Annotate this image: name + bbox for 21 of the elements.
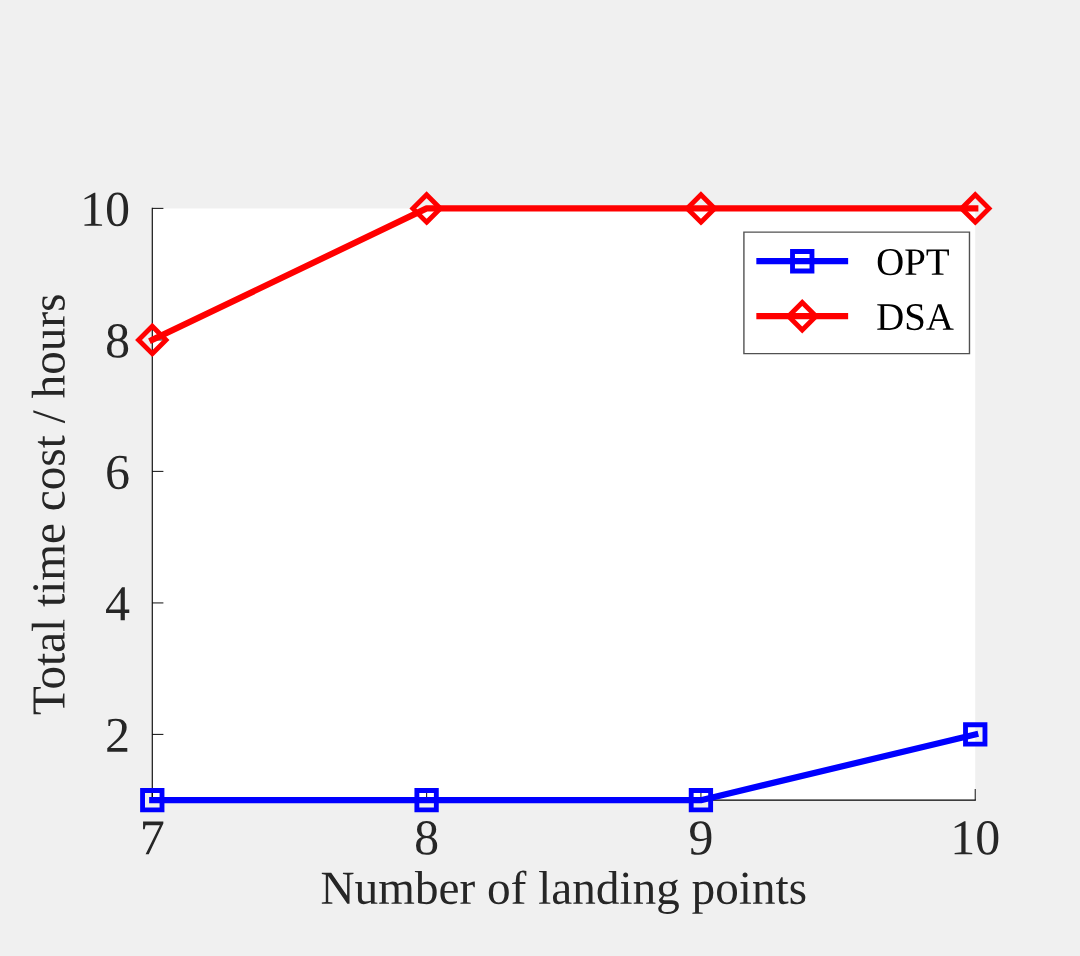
point <box>140 788 165 813</box>
y-axis-title: Total time cost / hours <box>31 295 65 715</box>
legend-label: DSA <box>877 304 954 331</box>
y-tick-label: 2 <box>107 718 128 752</box>
point <box>136 323 169 357</box>
x-tick-label: 10 <box>954 821 999 855</box>
point <box>410 192 443 225</box>
point <box>684 192 718 225</box>
point <box>414 788 439 813</box>
point <box>688 788 714 813</box>
point <box>963 722 988 747</box>
x-tick-label: 7 <box>143 821 164 855</box>
y-tick-label: 10 <box>84 192 129 227</box>
y-tick-label: 6 <box>107 455 129 490</box>
x-tick-label: 9 <box>690 821 712 855</box>
y-tick-label: 4 <box>106 587 130 621</box>
point <box>959 192 992 225</box>
y-tick-label: 8 <box>106 324 129 358</box>
x-tick-label: 8 <box>416 821 438 855</box>
legend-label: OPT <box>877 249 949 276</box>
x-axis-title: Number of landing points <box>321 870 806 914</box>
